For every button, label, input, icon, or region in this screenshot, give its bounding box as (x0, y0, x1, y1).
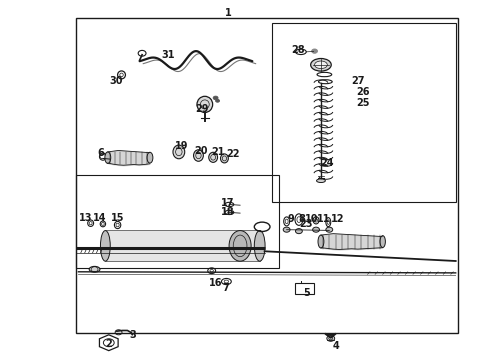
Text: 20: 20 (194, 146, 208, 156)
Text: 27: 27 (351, 76, 365, 86)
Text: 15: 15 (111, 213, 124, 223)
Ellipse shape (100, 231, 110, 261)
Ellipse shape (173, 145, 185, 159)
Text: 24: 24 (320, 158, 334, 168)
Text: 30: 30 (110, 76, 123, 86)
Text: 11: 11 (317, 214, 330, 224)
Text: 21: 21 (211, 147, 225, 157)
Text: 23: 23 (299, 219, 313, 229)
Text: 5: 5 (303, 288, 310, 298)
Text: 7: 7 (222, 283, 229, 293)
Text: 17: 17 (221, 198, 235, 208)
Ellipse shape (229, 231, 251, 261)
Text: 8: 8 (298, 214, 305, 224)
Bar (105, 230, 260, 261)
Ellipse shape (197, 96, 213, 113)
Text: 25: 25 (356, 98, 369, 108)
Text: 22: 22 (226, 149, 240, 159)
Text: 19: 19 (174, 141, 188, 151)
Text: 1: 1 (224, 8, 231, 18)
Text: 26: 26 (356, 87, 369, 97)
Text: 2: 2 (105, 339, 112, 349)
Circle shape (295, 229, 302, 234)
Bar (76, 175, 279, 268)
Ellipse shape (89, 266, 100, 272)
Circle shape (283, 227, 290, 232)
Text: 10: 10 (305, 214, 319, 224)
Bar (272, 23, 456, 202)
Bar (76, 18, 458, 333)
Ellipse shape (105, 152, 111, 163)
Ellipse shape (220, 154, 228, 163)
Ellipse shape (317, 179, 325, 183)
Ellipse shape (209, 152, 218, 162)
Text: 31: 31 (161, 50, 175, 60)
Ellipse shape (315, 61, 327, 69)
Text: 18: 18 (221, 207, 235, 217)
Text: 3: 3 (129, 330, 136, 340)
Ellipse shape (318, 235, 324, 248)
Circle shape (216, 99, 220, 102)
Bar (295, 283, 314, 294)
Text: 4: 4 (332, 341, 339, 351)
Text: 13: 13 (79, 213, 93, 223)
Text: 12: 12 (331, 214, 345, 224)
Circle shape (312, 49, 318, 53)
Circle shape (213, 96, 218, 100)
Ellipse shape (380, 236, 385, 248)
Ellipse shape (147, 152, 153, 163)
Circle shape (313, 227, 319, 232)
Text: 6: 6 (97, 148, 104, 158)
Text: 9: 9 (287, 214, 294, 224)
Text: 29: 29 (196, 104, 209, 114)
Circle shape (326, 227, 333, 232)
Text: 28: 28 (291, 45, 305, 55)
Circle shape (327, 336, 335, 341)
Ellipse shape (254, 231, 265, 261)
Text: 14: 14 (93, 213, 106, 223)
Ellipse shape (311, 59, 331, 71)
Ellipse shape (194, 150, 203, 161)
Text: 16: 16 (209, 278, 222, 288)
